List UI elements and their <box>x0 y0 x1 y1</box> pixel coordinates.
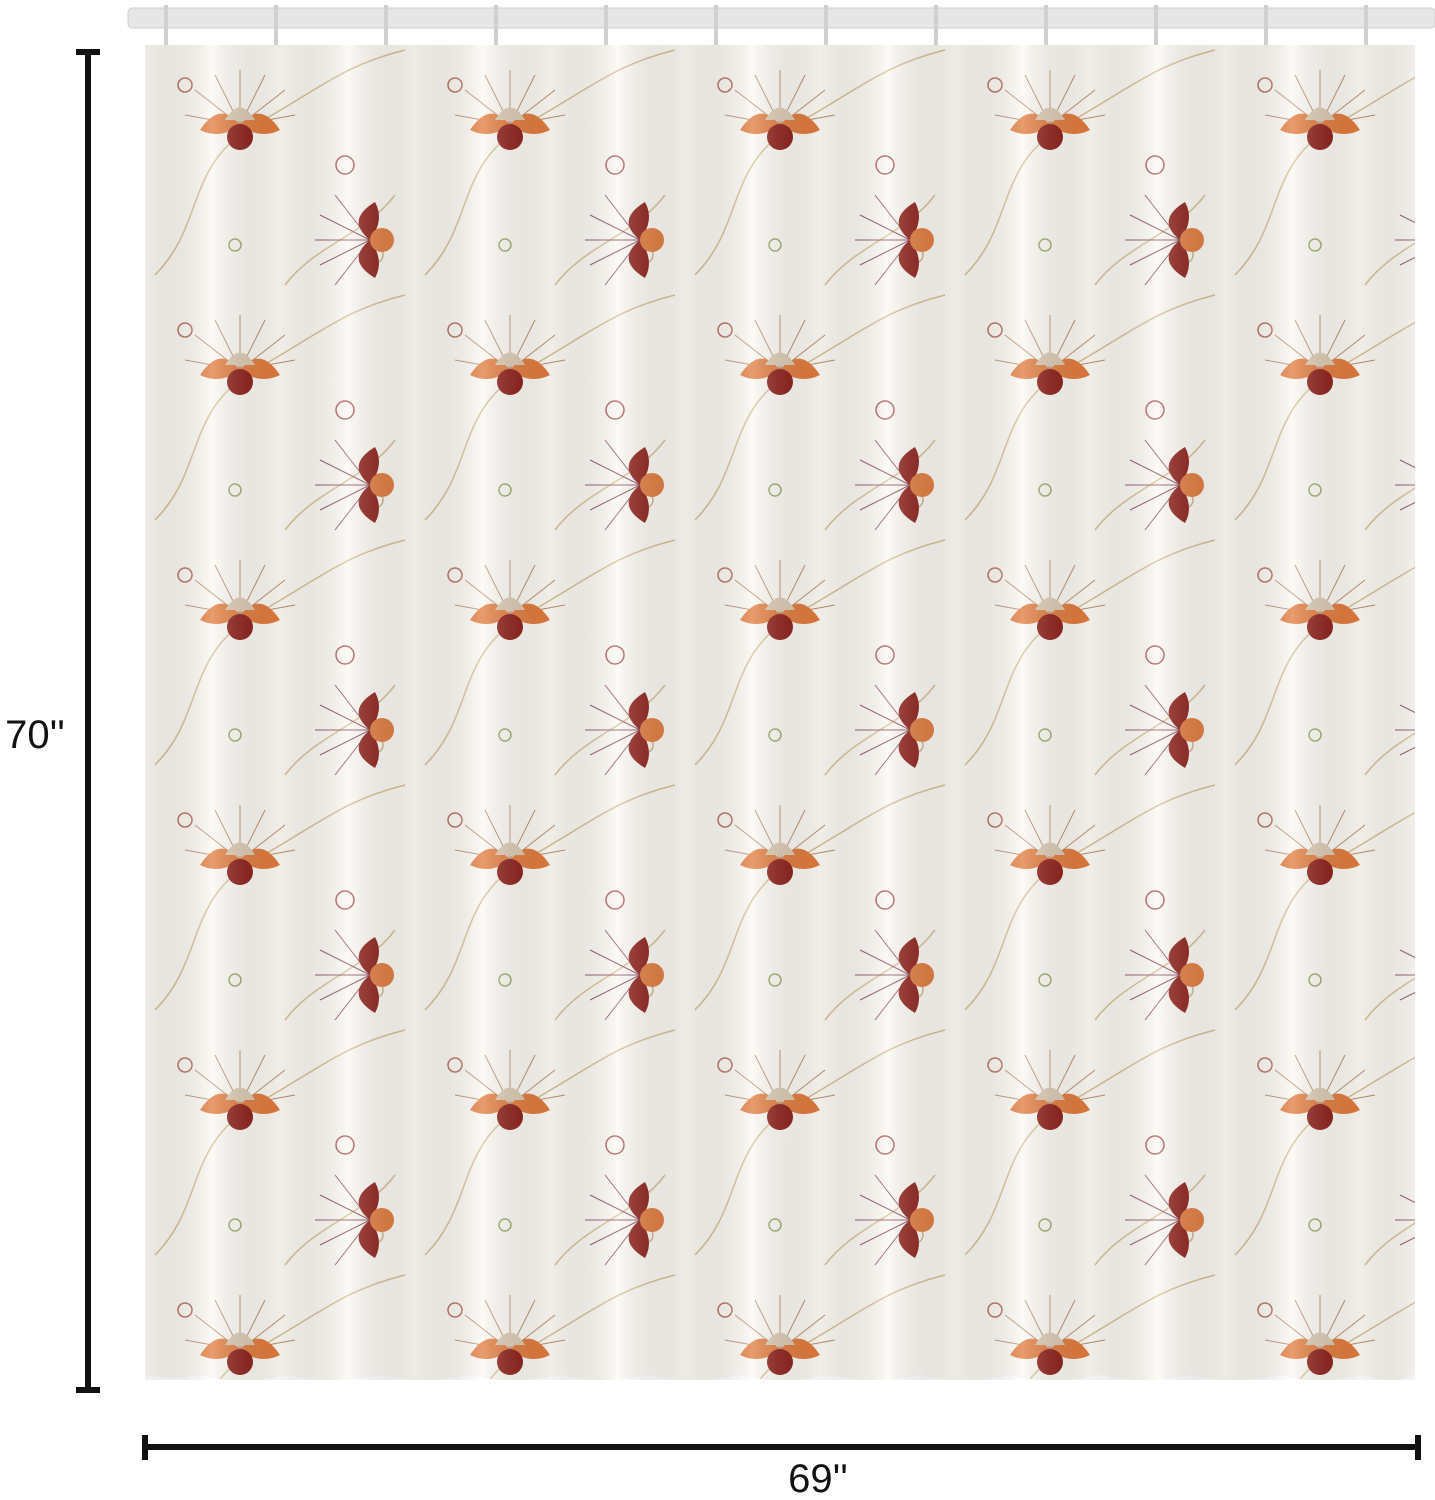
width-dimension <box>142 1435 1421 1460</box>
curtain <box>145 45 1415 1380</box>
curtain-rod <box>127 7 1435 29</box>
width-label: 69'' <box>788 1457 848 1500</box>
height-dimension <box>76 49 100 1393</box>
height-label: 70'' <box>5 713 65 757</box>
